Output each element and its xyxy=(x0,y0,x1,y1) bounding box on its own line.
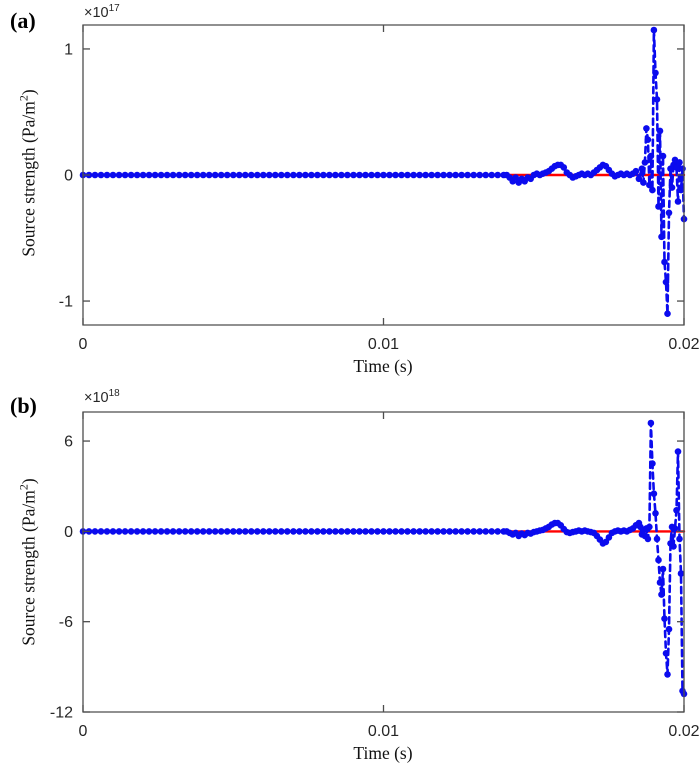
tick-labels: 0 0.01 0.02 -12 -6 0 6 xyxy=(50,434,700,740)
x-tick-label: 0 xyxy=(79,723,88,740)
series-line-reconstructed-source xyxy=(81,421,686,696)
panel-label-a: (a) xyxy=(10,8,36,33)
series-group xyxy=(79,26,688,318)
y-tick-label: 6 xyxy=(64,434,73,451)
y-tick-label: 0 xyxy=(64,168,73,185)
x-axis-label-b: Time (s) xyxy=(353,743,413,763)
series-markers-reconstructed-source xyxy=(79,419,688,698)
x-tick-label: 0.01 xyxy=(368,723,399,740)
panel-label-b: (b) xyxy=(10,393,37,418)
x-tick-label: 0.02 xyxy=(668,336,699,353)
y-axis-label-sup-b: 2 xyxy=(16,484,31,491)
y-axis-exponent-a: ×1017 xyxy=(84,3,120,21)
exponent-base-a: ×10 xyxy=(84,4,109,21)
series-markers-reconstructed-source xyxy=(79,26,688,318)
y-tick-label: -1 xyxy=(59,294,73,311)
exponent-power-a: 17 xyxy=(108,3,120,14)
y-axis-label-text-a: Source strength (Pa/m xyxy=(18,101,39,257)
y-axis-label-b: Source strength (Pa/m2) xyxy=(17,478,40,645)
x-tick-label: 0 xyxy=(79,336,88,353)
y-axis-label-close-a: ) xyxy=(18,89,39,96)
x-tick-label: 0.01 xyxy=(368,336,399,353)
y-axis-label-a: Source strength (Pa/m2) xyxy=(17,89,40,256)
y-axis-exponent-b: ×1018 xyxy=(84,388,120,406)
y-axis-label-text-b: Source strength (Pa/m xyxy=(18,490,39,646)
y-tick-label: -12 xyxy=(50,705,73,722)
exponent-power-b: 18 xyxy=(108,388,120,399)
y-axis-label-sup-a: 2 xyxy=(16,95,31,102)
y-tick-label: 1 xyxy=(64,41,73,58)
axis-ticks xyxy=(82,25,685,325)
axis-box xyxy=(82,411,685,713)
exponent-base-b: ×10 xyxy=(84,389,109,406)
x-axis-label-a: Time (s) xyxy=(353,356,413,376)
tick-labels: 0 0.01 0.02 -1 0 1 xyxy=(59,41,700,353)
series-group xyxy=(79,419,688,698)
y-tick-label: 0 xyxy=(64,524,73,541)
y-axis-label-close-b: ) xyxy=(18,478,39,485)
plot-canvas-a: 0 0.01 0.02 -1 0 1 xyxy=(59,24,700,353)
axis-ticks xyxy=(82,412,685,713)
plot-canvas-b: 0 0.01 0.02 -12 -6 0 6 xyxy=(50,411,700,740)
y-tick-label: -6 xyxy=(59,614,73,631)
x-tick-label: 0.02 xyxy=(668,723,699,740)
